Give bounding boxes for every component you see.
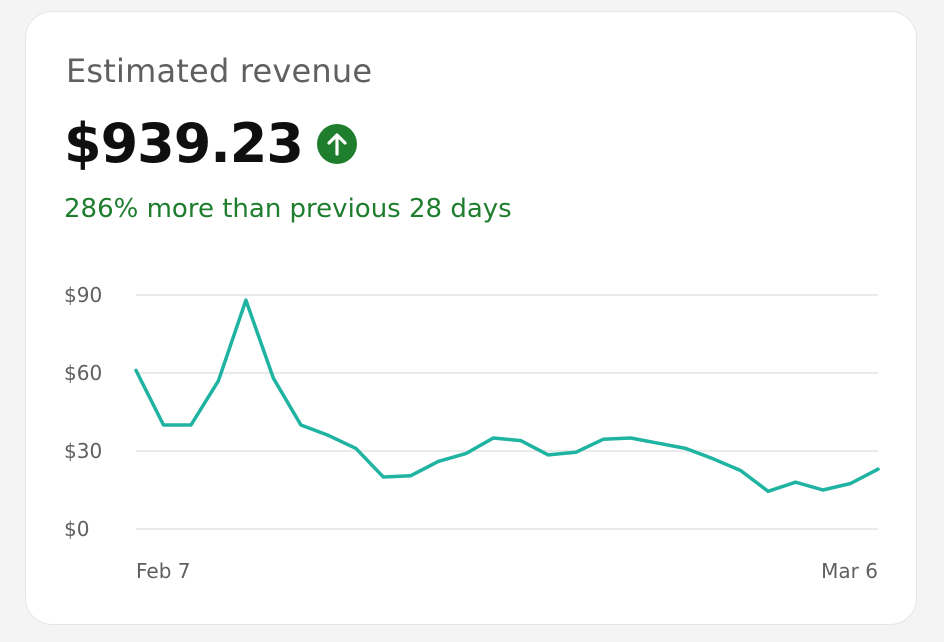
data-point [876, 467, 880, 471]
data-point [436, 459, 440, 463]
data-point [849, 482, 852, 485]
data-point [739, 469, 743, 472]
value-row: $939.23 [64, 112, 357, 176]
data-point [134, 368, 138, 372]
revenue-line-chart: $0 $30 $60 $90 Feb 7 Mar 6 [64, 283, 880, 583]
data-point [794, 480, 798, 484]
data-point [299, 423, 303, 427]
data-point [574, 450, 578, 454]
x-axis-labels: Feb 7 Mar 6 [136, 559, 878, 583]
arrow-up-icon [316, 124, 357, 164]
y-tick-label: $60 [64, 361, 102, 385]
data-point [464, 452, 468, 456]
data-point [519, 439, 523, 443]
x-tick-label: Mar 6 [821, 559, 878, 583]
data-point [162, 423, 165, 427]
data-point [546, 453, 550, 457]
data-point [271, 376, 275, 380]
card-title: Estimated revenue [66, 52, 373, 90]
y-tick-label: $90 [64, 283, 102, 307]
data-point [409, 474, 413, 478]
data-point [354, 446, 358, 450]
x-tick-label: Feb 7 [136, 559, 191, 583]
data-point [244, 298, 248, 302]
y-tick-label: $30 [64, 439, 102, 463]
data-point [189, 423, 193, 427]
series-layer [134, 298, 880, 494]
revenue-card: Estimated revenue $939.23 286% more than… [26, 12, 916, 624]
y-tick-label: $0 [64, 517, 89, 541]
revenue-series-line [134, 298, 880, 494]
y-axis-labels: $0 $30 $60 $90 [64, 283, 102, 541]
data-point [491, 436, 495, 440]
data-point [216, 379, 220, 383]
data-point [629, 436, 633, 440]
gridlines [136, 294, 878, 530]
data-point [821, 488, 825, 492]
data-point [711, 457, 715, 461]
data-point [601, 437, 605, 441]
data-point [656, 441, 660, 445]
data-point [684, 446, 688, 450]
data-point [326, 433, 330, 437]
data-point [766, 489, 770, 493]
comparison-text: 286% more than previous 28 days [64, 194, 512, 224]
data-point [381, 475, 385, 479]
revenue-value: $939.23 [64, 112, 304, 175]
